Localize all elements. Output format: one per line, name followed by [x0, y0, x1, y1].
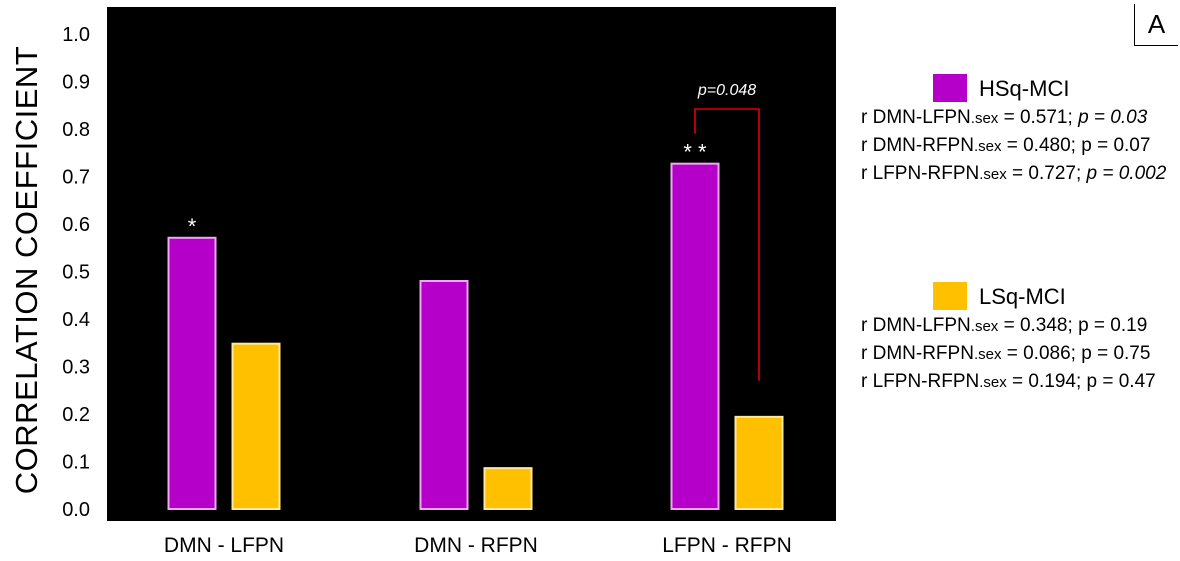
- y-tick-label: 0.4: [62, 309, 90, 331]
- y-tick-label: 0.2: [62, 404, 90, 426]
- legend-swatch-hsq: [933, 74, 967, 102]
- x-category-label: DMN - LFPN: [164, 534, 284, 557]
- bar-hsq-mci: [670, 162, 720, 511]
- y-tick-label: 0.6: [62, 214, 90, 236]
- y-tick-label: 1.0: [62, 24, 90, 46]
- legend-stat-line: r DMN-RFPN.sex = 0.480; p = 0.07: [861, 135, 1151, 156]
- y-tick-label: 0.3: [62, 357, 90, 379]
- bar-chart: CORRELATION COEFFICIENT 0.0 0.1 0.2 0.3 0.4 0…: [9, 7, 836, 557]
- significance-mark: * *: [683, 140, 707, 165]
- y-tick-label: 0.1: [62, 452, 90, 474]
- legend-label-lsq: LSq-MCI: [979, 283, 1066, 309]
- bracket-p-value: p=0.048: [697, 82, 756, 99]
- legend-label-hsq: HSq-MCI: [979, 75, 1070, 101]
- y-tick-label: 0.0: [62, 499, 90, 521]
- bar-lsq-mci: [483, 467, 533, 510]
- panel-label: A: [1134, 4, 1178, 46]
- y-tick-label: 0.7: [62, 167, 90, 189]
- bar-lsq-mci: [734, 415, 784, 511]
- legend-swatch-lsq: [933, 282, 967, 310]
- legend-stat-line: r DMN-LFPN.sex = 0.571; p = 0.03: [861, 107, 1148, 128]
- legend-stat-line: r DMN-RFPN.sex = 0.086; p = 0.75: [861, 343, 1151, 364]
- bar-hsq-mci: [419, 280, 469, 510]
- y-axis-label: CORRELATION COEFFICIENT: [9, 46, 44, 494]
- legend-stat-line: r LFPN-RFPN.sex = 0.194; p = 0.47: [861, 371, 1156, 392]
- x-category-label: LFPN - RFPN: [662, 534, 792, 557]
- y-tick-label: 0.8: [62, 119, 90, 141]
- x-category-label: DMN - RFPN: [414, 534, 538, 557]
- legend-hsq-mci: HSq-MCI r DMN-LFPN.sex = 0.571; p = 0.03…: [861, 74, 1166, 188]
- y-tick-label: 0.9: [62, 72, 90, 94]
- significance-mark: *: [188, 214, 197, 239]
- bar-hsq-mci: [167, 236, 217, 510]
- y-tick-label: 0.5: [62, 262, 90, 284]
- legend-stat-line: r DMN-LFPN.sex = 0.348; p = 0.19: [861, 315, 1148, 336]
- legend-stat-line: r LFPN-RFPN.sex = 0.727; p = 0.002: [861, 163, 1167, 184]
- bar-lsq-mci: [231, 342, 281, 511]
- significance-bracket: [694, 108, 760, 381]
- legend-lsq-mci: LSq-MCI r DMN-LFPN.sex = 0.348; p = 0.19…: [861, 282, 1156, 396]
